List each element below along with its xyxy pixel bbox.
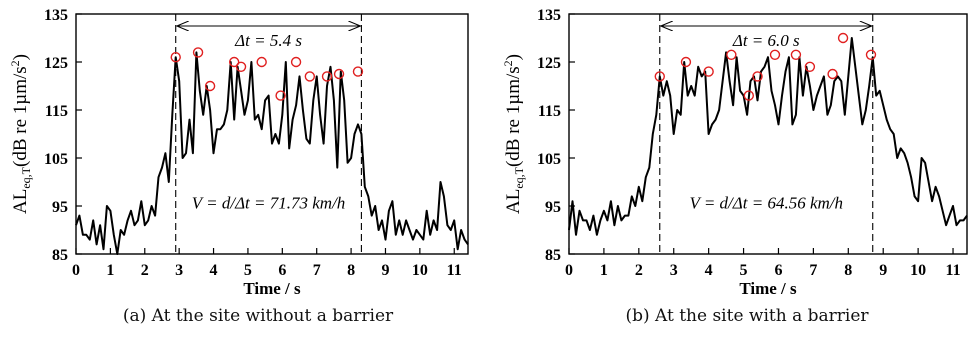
x-tick-label: 6: [278, 262, 286, 279]
x-tick-label: 8: [347, 262, 355, 279]
y-tick-label: 105: [44, 151, 68, 168]
peak-marker: [352, 66, 364, 77]
peak-marker: [228, 56, 240, 68]
y-tick-label: 115: [538, 103, 561, 120]
series-line: [75, 51, 469, 255]
plot-frame: [75, 13, 469, 255]
delta-t-label: Δt = 6.0 s: [732, 31, 800, 50]
x-tick-label: 3: [175, 262, 183, 279]
x-tick-label: 9: [879, 262, 887, 279]
peak-marker: [192, 47, 204, 58]
peak-marker: [752, 71, 763, 82]
x-tick-label: 2: [141, 262, 149, 279]
y-label-superscript: 2: [501, 60, 515, 66]
peak-marker: [790, 49, 802, 60]
velocity-label-bg: [678, 192, 855, 215]
x-tick-label: 2: [635, 262, 643, 279]
plot-frame: [568, 13, 968, 255]
y-axis-label: ALeq,T(dB re 1µm/s2): [8, 54, 33, 214]
velocity-label-bg: [180, 192, 357, 215]
y-label-main: AL: [10, 189, 31, 214]
x-tick-label: 8: [844, 262, 852, 279]
y-label-unit: (dB re 1µm/s: [503, 66, 524, 167]
x-tick-label: 4: [705, 262, 713, 279]
peak-marker: [290, 56, 302, 68]
y-tick-label: 85: [545, 247, 561, 264]
y-tick-label: 135: [44, 7, 68, 24]
y-label-main: AL: [503, 189, 524, 214]
x-tick-label: 11: [945, 262, 960, 279]
y-label-unit: (dB re 1µm/s: [10, 66, 31, 167]
y-label-subscript: eq,T: [19, 166, 33, 188]
y-label-superscript: 2: [8, 60, 22, 66]
chart-b: Δt = 6.0 sV = d/Δt = 64.56 km/h 85951051…: [501, 7, 968, 298]
y-tick-label: 95: [545, 199, 561, 216]
x-tick-label: 10: [910, 262, 926, 279]
peak-marker: [837, 32, 849, 44]
y-label-end: ): [503, 54, 524, 60]
x-tick-label: 1: [106, 262, 114, 279]
y-tick-label: 135: [537, 7, 561, 24]
velocity-label: V = d/Δt = 71.73 km/h: [192, 193, 346, 212]
x-tick-label: 5: [740, 262, 748, 279]
peak-marker: [680, 56, 692, 68]
peak-marker: [804, 61, 816, 73]
x-axis-label: Time / s: [243, 279, 301, 298]
x-tick-label: 6: [774, 262, 782, 279]
peak-marker: [304, 71, 316, 82]
caption-a: (a) At the site without a barrier: [122, 306, 394, 326]
y-tick-label: 125: [44, 55, 68, 72]
x-tick-label: 9: [381, 262, 389, 279]
x-tick-label: 11: [447, 262, 462, 279]
velocity-label: V = d/Δt = 64.56 km/h: [690, 193, 844, 212]
x-tick-label: 10: [412, 262, 428, 279]
peak-marker: [865, 49, 877, 60]
caption-b: (b) At the site with a barrier: [625, 306, 869, 326]
peak-marker: [204, 80, 216, 92]
peak-marker: [333, 68, 345, 80]
y-tick-label: 125: [537, 55, 561, 72]
y-axis-label: ALeq,T(dB re 1µm/s2): [501, 54, 526, 214]
peak-marker: [235, 61, 247, 73]
peak-marker: [703, 66, 714, 77]
peak-marker: [743, 90, 754, 101]
x-tick-label: 1: [600, 262, 608, 279]
y-tick-label: 95: [52, 199, 68, 216]
peak-marker: [170, 52, 181, 63]
y-tick-label: 85: [52, 247, 68, 264]
y-label-subscript: eq,T: [512, 166, 526, 188]
peak-marker: [256, 56, 267, 68]
y-tick-label: 115: [45, 103, 68, 120]
x-tick-label: 5: [244, 262, 252, 279]
peak-marker: [275, 90, 286, 101]
x-tick-label: 3: [670, 262, 678, 279]
peak-marker: [321, 71, 333, 82]
delta-t-label: Δt = 5.4 s: [234, 31, 302, 50]
peak-marker: [654, 71, 665, 82]
x-tick-label: 7: [313, 262, 321, 279]
chart-a: Δt = 5.4 sV = d/Δt = 71.73 km/h 85951051…: [8, 7, 469, 298]
peak-marker: [726, 49, 737, 60]
x-tick-label: 0: [565, 262, 573, 279]
peak-marker: [769, 49, 781, 60]
peak-marker: [827, 68, 838, 80]
x-tick-label: 0: [72, 262, 80, 279]
y-label-end: ): [10, 54, 31, 60]
x-tick-label: 7: [809, 262, 817, 279]
x-axis-label: Time / s: [739, 279, 797, 298]
series-line: [568, 37, 968, 236]
y-tick-label: 105: [537, 151, 561, 168]
x-tick-label: 4: [210, 262, 218, 279]
